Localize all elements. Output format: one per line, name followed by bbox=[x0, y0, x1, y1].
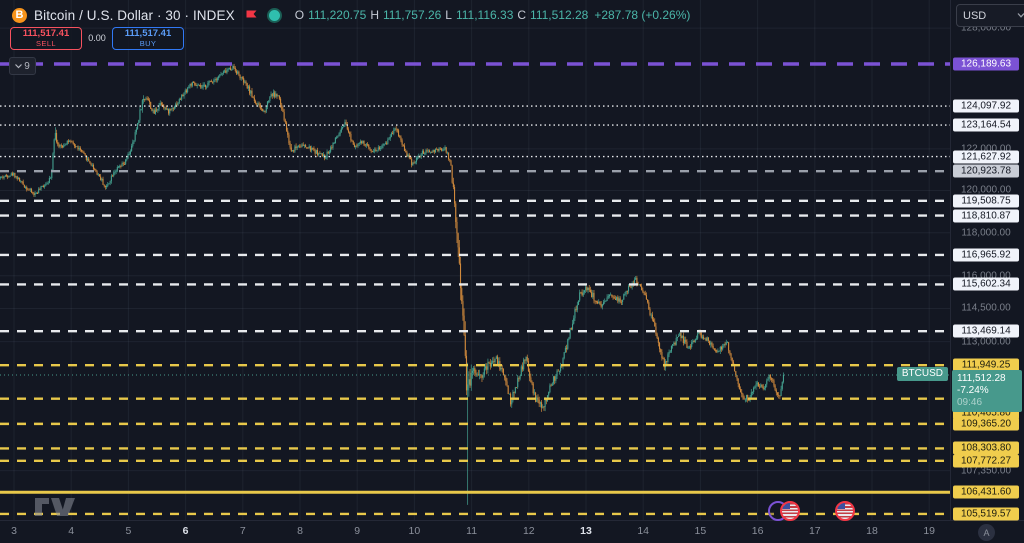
time-axis-label: 18 bbox=[866, 525, 878, 537]
time-axis-label: 19 bbox=[923, 525, 936, 537]
time-axis-label: 11 bbox=[466, 525, 478, 537]
high-label: H bbox=[370, 8, 380, 22]
bar-countdown: 09:46 bbox=[957, 396, 983, 408]
time-axis-label: 7 bbox=[239, 525, 246, 537]
price-axis-gridline-label: 113,000.00 bbox=[961, 336, 1011, 348]
time-axis-label: 9 bbox=[354, 525, 361, 537]
price-axis-gridline-label: 120,000.00 bbox=[960, 184, 1012, 196]
open-label: O bbox=[294, 8, 305, 22]
chevron-down-icon bbox=[1017, 13, 1024, 18]
sell-label: SELL bbox=[36, 38, 56, 48]
low-label: L bbox=[445, 8, 452, 22]
price-axis-gridline-label: 118,000.00 bbox=[961, 227, 1011, 239]
price-axis-gridline-label: 114,500.00 bbox=[961, 302, 1011, 314]
price-axis[interactable]: 128,000.00 122,000.00 120,000.00 118,000.00… bbox=[951, 0, 1024, 521]
us-flag-event-icon[interactable] bbox=[780, 500, 801, 521]
bitcoin-logo-icon: B bbox=[12, 7, 27, 23]
spread-value: 0.00 bbox=[88, 33, 106, 43]
axis-corner-button[interactable]: A bbox=[978, 524, 995, 541]
time-axis[interactable]: 3 4 5 6 7 8 9 10 11 12 13 14 15 16 17 18 19 bbox=[0, 521, 1024, 543]
price-level-badge: 111,949.25 bbox=[953, 358, 1019, 372]
market-status-icon[interactable] bbox=[266, 7, 282, 23]
up-candle-bodies bbox=[0, 65, 785, 408]
time-axis-border bbox=[0, 520, 1024, 521]
down-candle-bodies bbox=[2, 65, 781, 408]
close-label: C bbox=[517, 8, 527, 22]
price-level-badge: 123,164.54 bbox=[953, 118, 1019, 132]
chevron-down-icon bbox=[15, 63, 23, 68]
price-axis-gridline-label: 128,000.00 bbox=[960, 22, 1012, 34]
buy-label: BUY bbox=[139, 38, 157, 48]
low-value: 111,116.33 bbox=[455, 8, 514, 22]
time-axis-label: 14 bbox=[637, 525, 650, 537]
ticker-label-pill: BTCUSD bbox=[896, 366, 948, 381]
high-value: 111,757.26 bbox=[383, 8, 442, 22]
price-level-badge: 107,772.27 bbox=[953, 454, 1019, 468]
objects-count: 9 bbox=[24, 60, 30, 72]
price-level-badge: 118,810.87 bbox=[953, 209, 1019, 223]
price-axis-gridline-label: 107,350.00 bbox=[960, 465, 1012, 477]
open-value: 111,220.75 bbox=[308, 8, 367, 22]
change-value: +287.78 (+0.26%) bbox=[594, 8, 691, 22]
ohlc-values: O 111,220.75 H 111,757.26 L 111,116.33 C 111… bbox=[295, 8, 691, 22]
price-level-badge: 126,189.63 bbox=[953, 57, 1019, 71]
price-axis-gridline-label: 122,000.00 bbox=[960, 143, 1012, 155]
time-axis-label: 15 bbox=[694, 525, 707, 537]
price-level-badge: 116,965.92 bbox=[953, 248, 1019, 262]
time-axis-label: 4 bbox=[68, 525, 75, 537]
time-axis-label: 3 bbox=[11, 525, 17, 537]
time-axis-label: 5 bbox=[125, 525, 132, 537]
sell-price: 111,517.41 bbox=[22, 27, 70, 39]
current-price-value: 111,512.28 bbox=[957, 372, 1006, 384]
symbol-header: B Bitcoin / U.S. Dollar · 30 · INDEX O 11… bbox=[12, 6, 690, 24]
currency-value: USD bbox=[963, 9, 987, 22]
buy-price: 111,517.41 bbox=[124, 27, 172, 39]
buy-button[interactable]: 111,517.41 BUY bbox=[112, 26, 184, 50]
trade-panel: 111,517.41 SELL 0.00 111,517.41 BUY bbox=[10, 26, 184, 50]
time-axis-label: 10 bbox=[408, 525, 421, 537]
price-level-badge: 121,627.92 bbox=[953, 150, 1019, 164]
price-level-badge: 108,303.80 bbox=[953, 441, 1019, 455]
price-axis-gridline-label: 116,000.00 bbox=[961, 270, 1011, 282]
time-axis-label: 8 bbox=[297, 525, 303, 537]
objects-tree-toggle[interactable]: 9 bbox=[9, 57, 36, 75]
time-axis-label: 13 bbox=[580, 525, 592, 537]
price-level-badge: 105,519.57 bbox=[953, 507, 1019, 521]
current-price-badge: 111,512.28 -7.24% 09:46 bbox=[952, 369, 1022, 412]
tradingview-logo[interactable] bbox=[34, 497, 92, 522]
flag-icon[interactable] bbox=[245, 9, 258, 21]
time-axis-label: 16 bbox=[751, 525, 764, 537]
price-axis-border bbox=[950, 0, 951, 520]
time-axis-label: 17 bbox=[808, 525, 821, 537]
down-candle-wicks bbox=[2, 63, 781, 412]
time-axis-label: 6 bbox=[182, 525, 189, 537]
currency-dropdown[interactable]: USD bbox=[956, 4, 1024, 27]
time-axis-label: 12 bbox=[522, 525, 535, 537]
price-level-badge: 106,431.60 bbox=[953, 485, 1019, 499]
us-flag-event-icon[interactable] bbox=[834, 500, 855, 521]
price-level-badge: 115,602.34 bbox=[953, 277, 1019, 291]
current-change-pct: -7.24% bbox=[957, 384, 989, 396]
price-level-badge: 124,097.92 bbox=[953, 99, 1019, 113]
price-level-badge: 119,508.75 bbox=[953, 194, 1019, 208]
close-value: 111,512.28 bbox=[530, 8, 589, 22]
price-level-badge: 120,923.78 bbox=[953, 164, 1019, 178]
symbol-title[interactable]: Bitcoin / U.S. Dollar · 30 · INDEX bbox=[34, 7, 235, 23]
candlestick-chart-canvas[interactable] bbox=[0, 0, 950, 520]
price-level-badge: 113,469.14 bbox=[953, 324, 1019, 338]
price-level-badge: 109,365.20 bbox=[953, 417, 1019, 431]
sell-button[interactable]: 111,517.41 SELL bbox=[10, 26, 82, 50]
